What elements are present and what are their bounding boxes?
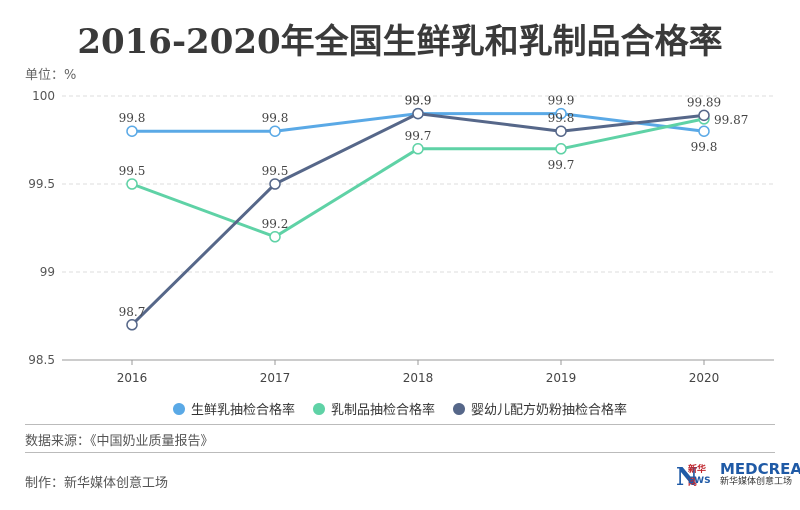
legend-item: 婴幼儿配方奶粉抽检合格率 bbox=[453, 399, 627, 418]
y-tick-label: 99.5 bbox=[28, 177, 55, 191]
x-tick-label: 2020 bbox=[689, 371, 720, 385]
data-label: 99.7 bbox=[405, 129, 432, 143]
data-point bbox=[126, 319, 138, 331]
x-tick-label: 2019 bbox=[546, 371, 577, 385]
data-point bbox=[269, 178, 281, 190]
data-point bbox=[555, 125, 567, 137]
chart-legend: 生鲜乳抽检合格率 乳制品抽检合格率 婴幼儿配方奶粉抽检合格率 bbox=[0, 399, 800, 418]
legend-marker bbox=[172, 402, 185, 415]
xinhua-logo-bottom: EWS bbox=[688, 476, 711, 486]
x-tick-label: 2016 bbox=[117, 371, 148, 385]
divider-top bbox=[25, 424, 775, 425]
legend-item: 生鲜乳抽检合格率 bbox=[172, 399, 295, 418]
data-label: 98.7 bbox=[119, 305, 146, 319]
data-label: 99.87 bbox=[714, 113, 748, 127]
data-point bbox=[412, 107, 424, 120]
data-point bbox=[126, 125, 138, 137]
data-label: 99.8 bbox=[262, 111, 289, 125]
xinhua-logo: N 新华网 EWS bbox=[676, 458, 714, 491]
x-tick-label: 2017 bbox=[260, 371, 291, 385]
medcreative-logo: MEDCREATIVE 新华媒体创意工场 bbox=[720, 461, 800, 488]
data-point bbox=[269, 125, 281, 137]
legend-label: 生鲜乳抽检合格率 bbox=[190, 403, 295, 418]
data-label: 99.2 bbox=[262, 217, 289, 231]
data-label: 99.7 bbox=[548, 158, 575, 172]
legend-label: 婴幼儿配方奶粉抽检合格率 bbox=[471, 403, 628, 418]
medcreative-logo-bottom: 新华媒体创意工场 bbox=[720, 476, 793, 487]
medcreative-logo-top: MEDCREATIVE bbox=[720, 459, 800, 478]
data-source: 数据来源：《中国奶业质量报告》 bbox=[25, 434, 214, 449]
y-tick-label: 98.5 bbox=[28, 353, 55, 367]
xinhua-logo-letter: N bbox=[676, 462, 698, 491]
xinhua-logo-top: 新华网 bbox=[688, 465, 707, 488]
y-tick-label: 100 bbox=[32, 89, 55, 103]
legend-marker bbox=[453, 402, 465, 415]
data-label: 99.5 bbox=[262, 164, 289, 178]
legend-marker bbox=[312, 402, 325, 415]
x-tick-label: 2018 bbox=[403, 371, 434, 385]
data-label: 99.9 bbox=[405, 94, 432, 108]
y-tick-label: 99 bbox=[40, 265, 55, 279]
line-chart: 98.5 99 99.5 100 2016 2017 2018 2019 2020 99.8 99.… bbox=[28, 89, 774, 385]
data-label: 99.9 bbox=[405, 94, 432, 108]
data-label: 99.8 bbox=[548, 111, 575, 125]
chart-title: 2016-2020年全国生鲜乳和乳制品合格率 bbox=[77, 22, 723, 62]
data-label: 99.5 bbox=[119, 164, 146, 178]
data-point bbox=[698, 125, 710, 137]
credit-line: 制作：新华媒体创意工场 bbox=[25, 476, 169, 491]
data-point bbox=[126, 178, 138, 190]
logos: N 新华网 EWS MEDCREATIVE 新华媒体创意工场 bbox=[676, 458, 800, 492]
data-label: 99.8 bbox=[691, 140, 718, 154]
data-point bbox=[698, 109, 710, 122]
data-label: 99.8 bbox=[119, 111, 146, 125]
divider-bottom bbox=[25, 452, 775, 453]
data-label: 99.9 bbox=[548, 94, 575, 108]
data-label: 99.89 bbox=[687, 95, 721, 109]
unit-label: 单位：% bbox=[25, 68, 77, 83]
data-point bbox=[412, 143, 424, 155]
data-point bbox=[269, 231, 281, 243]
legend-label: 乳制品抽检合格率 bbox=[330, 403, 435, 418]
data-point bbox=[555, 107, 567, 120]
data-point bbox=[555, 143, 567, 155]
legend-item: 乳制品抽检合格率 bbox=[312, 399, 435, 418]
